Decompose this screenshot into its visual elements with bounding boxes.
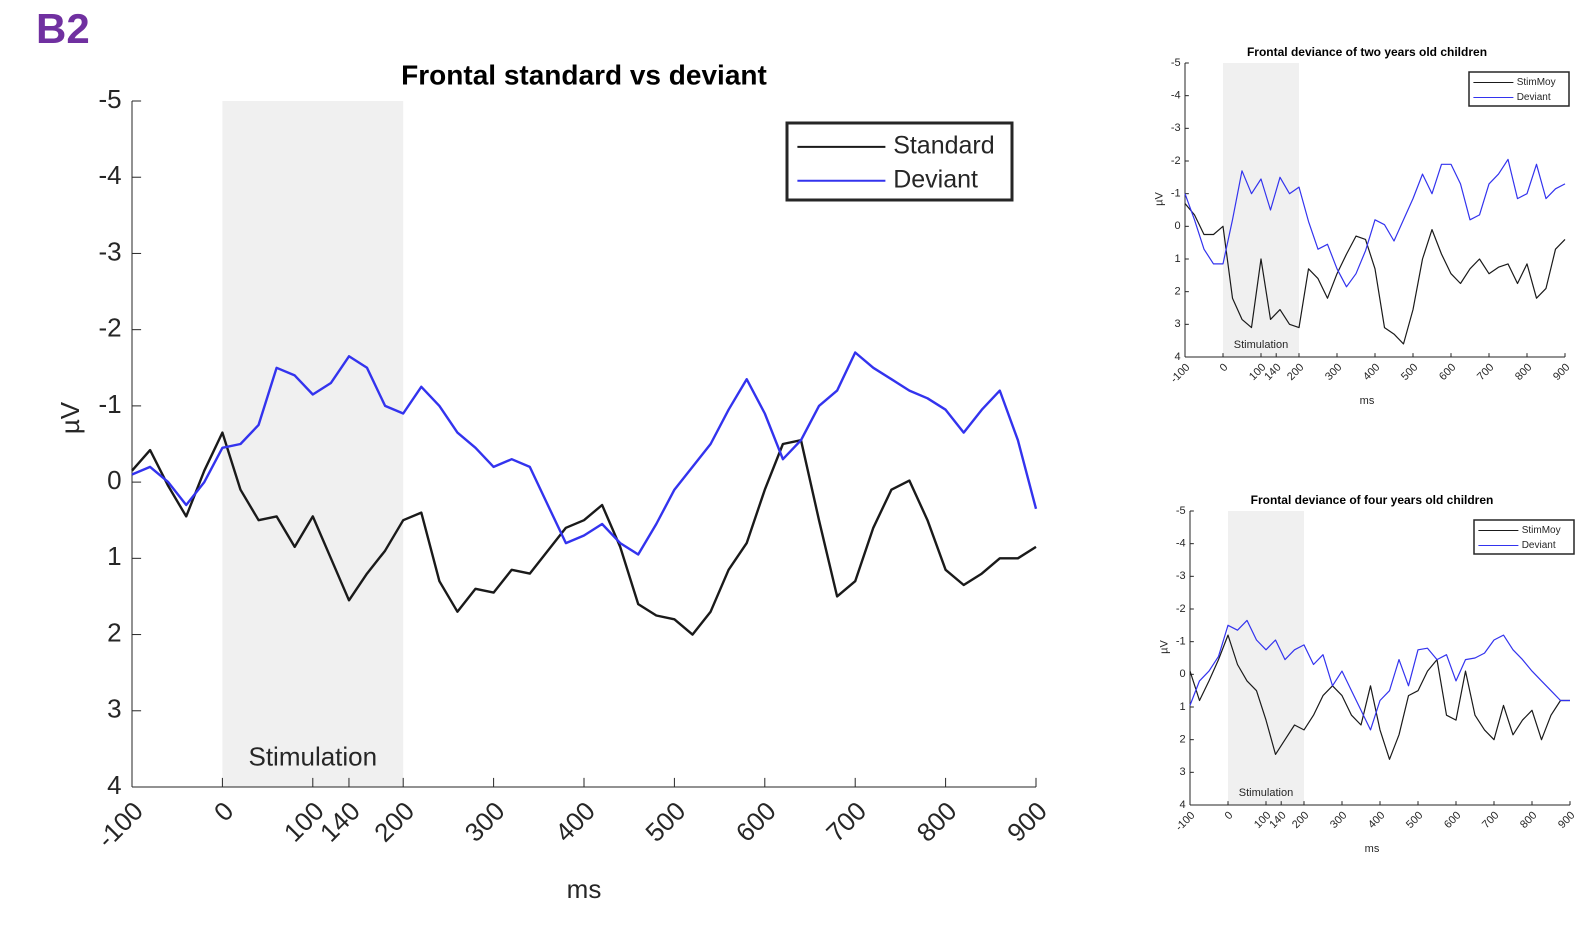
- y-tick-label: 3: [107, 694, 121, 724]
- y-tick-label: 4: [107, 770, 121, 800]
- legend-label: StimMoy: [1517, 77, 1556, 88]
- series-line: [1184, 158, 1566, 288]
- stimulation-band: [222, 101, 404, 787]
- legend-box: [1473, 519, 1575, 555]
- x-tick-label: 700: [1475, 361, 1496, 382]
- x-tick-label: 140: [314, 796, 366, 848]
- y-axis-label: µV: [1159, 640, 1171, 654]
- x-tick-label: 500: [1404, 809, 1425, 830]
- x-tick-label: -100: [91, 796, 149, 854]
- y-tick-label: 2: [1179, 734, 1185, 746]
- y-tick-label: 1: [1174, 253, 1180, 265]
- x-tick-label: 800: [1518, 809, 1539, 830]
- x-tick-label: 500: [1399, 361, 1420, 382]
- y-tick-label: -1: [98, 389, 121, 419]
- y-axis-label: µV: [55, 401, 85, 434]
- legend-box: [1468, 71, 1570, 107]
- x-tick-label: 600: [730, 796, 782, 848]
- x-tick-label: 700: [1480, 809, 1501, 830]
- y-tick-label: 3: [1179, 766, 1185, 778]
- y-tick-label: -2: [1176, 603, 1186, 615]
- x-tick-label: 0: [1218, 361, 1231, 374]
- series-line: [1189, 619, 1570, 731]
- stimulation-label: Stimulation: [1239, 787, 1293, 799]
- x-tick-label: 200: [1290, 809, 1311, 830]
- y-tick-label: 4: [1174, 351, 1180, 363]
- x-tick-label: -100: [1173, 809, 1197, 833]
- y-tick-label: -3: [1171, 122, 1181, 134]
- y-tick-label: -3: [98, 236, 121, 266]
- y-tick-label: -5: [1176, 505, 1186, 517]
- x-tick-label: 400: [1361, 361, 1382, 382]
- legend-label: Deviant: [893, 165, 978, 193]
- x-tick-label: 900: [1551, 361, 1572, 382]
- y-tick-label: 0: [1179, 668, 1185, 680]
- series-line: [1189, 634, 1570, 760]
- x-tick-label: 800: [911, 796, 963, 848]
- x-tick-label: 600: [1437, 361, 1458, 382]
- y-tick-label: 2: [107, 617, 121, 647]
- stimulation-band: [1228, 511, 1304, 805]
- x-tick-label: 300: [1328, 809, 1349, 830]
- legend-label: Standard: [893, 131, 994, 159]
- x-tick-label: 400: [1366, 809, 1387, 830]
- y-tick-label: -2: [98, 313, 121, 343]
- legend-box: [785, 121, 1014, 202]
- stimulation-label: Stimulation: [1234, 339, 1288, 351]
- y-tick-label: -4: [1176, 538, 1186, 550]
- x-tick-label: 500: [639, 796, 691, 848]
- x-tick-label: 300: [1323, 361, 1344, 382]
- y-tick-label: -5: [1171, 57, 1181, 69]
- x-tick-label: 400: [549, 796, 601, 848]
- y-tick-label: 0: [107, 465, 121, 495]
- y-tick-label: -4: [1171, 90, 1181, 102]
- x-tick-label: 600: [1442, 809, 1463, 830]
- stimulation-band: [1223, 63, 1299, 357]
- chart-title: Frontal deviance of four years old child…: [1251, 493, 1494, 507]
- x-tick-label: 700: [820, 796, 872, 848]
- x-tick-label: 0: [208, 796, 239, 827]
- x-tick-label: 140: [1262, 361, 1283, 382]
- x-tick-label: 140: [1267, 809, 1288, 830]
- x-tick-label: 900: [1556, 809, 1576, 830]
- y-tick-label: -1: [1176, 636, 1186, 648]
- panel-label: B2: [36, 5, 90, 52]
- y-tick-label: -4: [98, 160, 121, 190]
- y-tick-label: 3: [1174, 318, 1180, 330]
- y-axis-label: µV: [1154, 192, 1166, 206]
- x-axis-label: ms: [1360, 395, 1375, 407]
- series-line: [1184, 203, 1566, 345]
- x-tick-label: 200: [1285, 361, 1306, 382]
- y-tick-label: -2: [1171, 155, 1181, 167]
- y-tick-label: 0: [1174, 220, 1180, 232]
- y-tick-label: -1: [1171, 188, 1181, 200]
- y-tick-label: 1: [107, 541, 121, 571]
- chart-title: Frontal standard vs deviant: [401, 59, 767, 90]
- x-tick-label: 900: [1001, 796, 1053, 848]
- chart-title: Frontal deviance of two years old childr…: [1247, 45, 1487, 59]
- y-tick-label: -5: [98, 84, 121, 114]
- x-axis-label: ms: [1365, 843, 1380, 855]
- y-tick-label: 1: [1179, 701, 1185, 713]
- series-line: [131, 431, 1037, 636]
- x-tick-label: 200: [368, 796, 420, 848]
- series-line: [131, 351, 1038, 556]
- y-tick-label: 4: [1179, 799, 1185, 811]
- y-tick-label: -3: [1176, 570, 1186, 582]
- x-axis-label: ms: [567, 874, 602, 904]
- y-tick-label: 2: [1174, 286, 1180, 298]
- x-tick-label: 0: [1223, 809, 1236, 822]
- stimulation-label: Stimulation: [248, 741, 377, 771]
- x-tick-label: 300: [459, 796, 511, 848]
- legend-label: Deviant: [1517, 92, 1551, 103]
- x-tick-label: 800: [1513, 361, 1534, 382]
- x-tick-label: -100: [1168, 361, 1192, 385]
- legend-label: Deviant: [1522, 540, 1556, 551]
- legend-label: StimMoy: [1522, 525, 1561, 536]
